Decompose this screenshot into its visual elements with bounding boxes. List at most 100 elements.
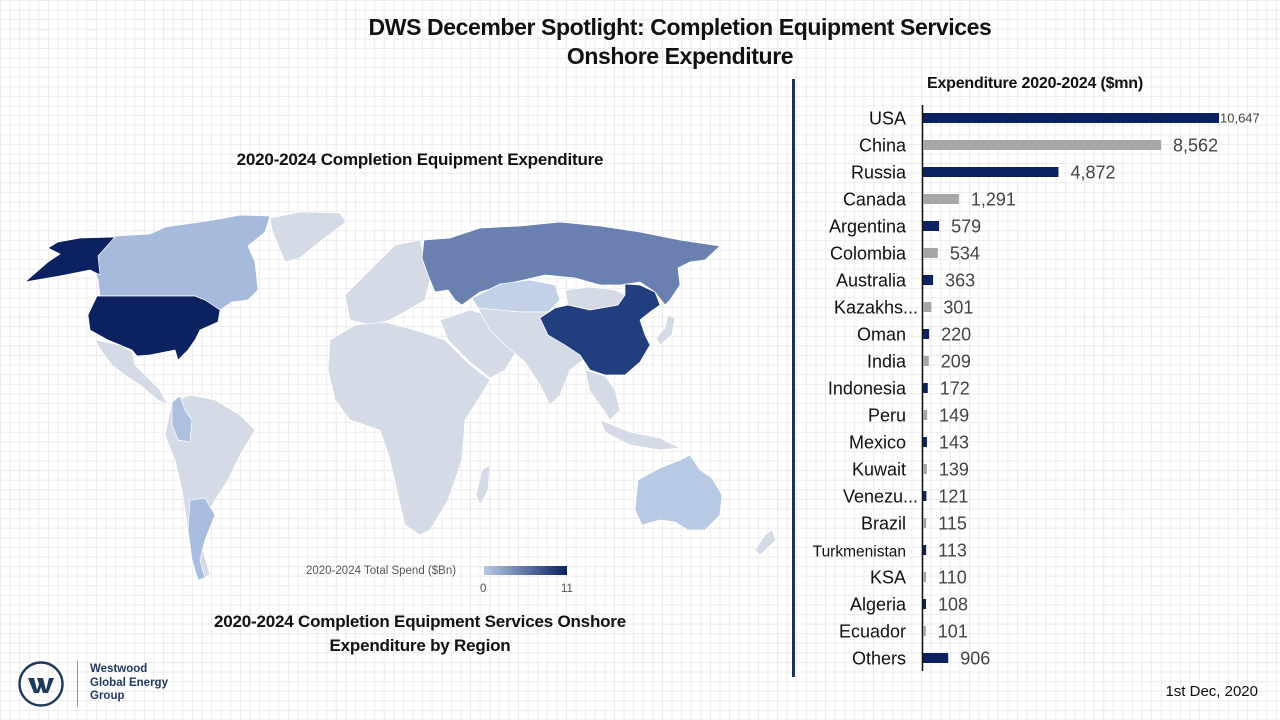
bar-category-label: Australia	[836, 271, 907, 291]
westwood-logo	[18, 661, 64, 707]
bar-category-label: Kuwait	[852, 460, 906, 480]
bar[interactable]	[923, 221, 940, 231]
bar[interactable]	[923, 599, 927, 609]
map-region-mexico[interactable]	[94, 339, 169, 406]
bar-value-label: 113	[938, 541, 967, 561]
bar[interactable]	[923, 113, 1219, 123]
map-region-usa[interactable]	[87, 295, 221, 361]
bar[interactable]	[923, 383, 928, 393]
page-title-line-1: DWS December Spotlight: Completion Equip…	[368, 14, 992, 40]
map-caption-line-1: 2020-2024 Completion Equipment Services …	[214, 612, 626, 631]
bar-value-label: 108	[938, 595, 968, 615]
bar-category-label: Kazakhs...	[834, 298, 918, 318]
map-region-europe[interactable]	[344, 239, 431, 326]
map-region-australia[interactable]	[634, 454, 723, 531]
map-region-africa[interactable]	[327, 321, 491, 536]
bar[interactable]	[923, 464, 927, 474]
map-legend-gradient	[484, 566, 567, 575]
bar-category-label: China	[859, 136, 907, 156]
map-legend-min: 0	[480, 583, 487, 595]
company-name: Westwood Global Energy Group	[90, 663, 168, 704]
bar[interactable]	[923, 167, 1059, 177]
bar-category-label: Others	[852, 649, 906, 669]
bar-value-label: 220	[941, 325, 971, 345]
bar[interactable]	[923, 572, 927, 582]
map-legend-label: 2020-2024 Total Spend ($Bn)	[306, 565, 457, 577]
bar-chart: USA 10,647 China 8,562 Russia 4,872 Canada 1,29…	[813, 105, 1260, 671]
bar-value-label: 301	[943, 298, 973, 318]
bar-category-label: Indonesia	[828, 379, 907, 399]
bar-value-label: 139	[939, 460, 969, 480]
bar-value-label: 209	[941, 352, 971, 372]
westwood-logo-mark	[28, 678, 54, 693]
world-map	[23, 211, 777, 581]
bar-category-label: Colombia	[830, 244, 907, 264]
company-name-line-2: Global Energy	[90, 676, 168, 689]
map-region-new-zealand[interactable]	[754, 529, 777, 556]
bar-group: USA 10,647 China 8,562 Russia 4,872 Canada 1,29…	[813, 109, 1260, 669]
bar-value-label: 534	[950, 244, 980, 264]
map-region-argentina[interactable]	[187, 497, 216, 581]
bar-chart-title: Expenditure 2020-2024 ($mn)	[926, 75, 1144, 92]
section-divider	[792, 79, 795, 677]
bar[interactable]	[923, 140, 1162, 150]
map-region-southeast-asia[interactable]	[584, 369, 621, 421]
bar-value-label: 1,291	[971, 190, 1016, 210]
map-region-china[interactable]	[539, 283, 661, 376]
bar[interactable]	[923, 437, 927, 447]
bar-category-label: Algeria	[850, 595, 907, 615]
bar[interactable]	[923, 329, 930, 339]
bar[interactable]	[923, 248, 938, 258]
bar-category-label: India	[867, 352, 907, 372]
bar-category-label: Russia	[851, 163, 907, 183]
bar-value-label: 4,872	[1070, 163, 1115, 183]
bar[interactable]	[923, 302, 932, 312]
bar-value-label: 579	[951, 217, 981, 237]
bar-category-label: Brazil	[861, 514, 906, 534]
bar-category-label: Oman	[857, 325, 906, 345]
bar[interactable]	[923, 356, 929, 366]
bar-category-label: KSA	[870, 568, 906, 588]
bar-category-label: Canada	[843, 190, 907, 210]
map-region-alaska[interactable]	[23, 236, 116, 283]
bar[interactable]	[923, 491, 927, 501]
map-legend-max: 11	[561, 583, 573, 595]
map-caption-line-2: Expenditure by Region	[329, 636, 511, 655]
bar-value-label: 363	[945, 271, 975, 291]
bar[interactable]	[923, 545, 927, 555]
company-name-line-1: Westwood	[90, 663, 148, 675]
bar-category-label: USA	[869, 109, 906, 129]
bar-value-label: 101	[938, 622, 968, 642]
bar-category-label: Argentina	[829, 217, 907, 237]
bar-category-label: Turkmenistan	[813, 544, 906, 561]
map-title: 2020-2024 Completion Equipment Expenditu…	[236, 150, 604, 169]
bar-value-label: 172	[940, 379, 970, 399]
map-region-madagascar[interactable]	[475, 464, 491, 506]
bar[interactable]	[923, 626, 926, 636]
bar-value-label: 149	[939, 406, 969, 426]
bar[interactable]	[923, 275, 934, 285]
page-title: DWS December Spotlight: Completion Equip…	[300, 13, 1060, 71]
bar-value-label: 906	[960, 649, 990, 669]
map-region-greenland[interactable]	[269, 211, 347, 263]
bar-category-label: Mexico	[849, 433, 906, 453]
bar[interactable]	[923, 194, 959, 204]
bar[interactable]	[923, 518, 927, 528]
map-region-russia[interactable]	[421, 221, 721, 306]
map-region-japan[interactable]	[655, 314, 676, 346]
map-region-indonesia[interactable]	[599, 419, 682, 451]
company-name-line-3: Group	[90, 690, 125, 702]
map-caption: 2020-2024 Completion Equipment Services …	[150, 610, 690, 658]
bar[interactable]	[923, 410, 928, 420]
bar-category-label: Venezu...	[843, 487, 918, 507]
map-region-colombia[interactable]	[171, 395, 193, 443]
bar-category-label: Ecuador	[839, 622, 906, 642]
bar-value-label: 110	[938, 568, 967, 588]
bar-value-label: 121	[938, 487, 968, 507]
bar[interactable]	[923, 653, 949, 663]
bar-value-label: 10,647	[1220, 111, 1260, 126]
bar-value-label: 8,562	[1173, 136, 1218, 156]
bar-value-label: 115	[938, 514, 967, 534]
logo-separator	[77, 661, 78, 706]
page-title-line-2: Onshore Expenditure	[566, 43, 794, 69]
